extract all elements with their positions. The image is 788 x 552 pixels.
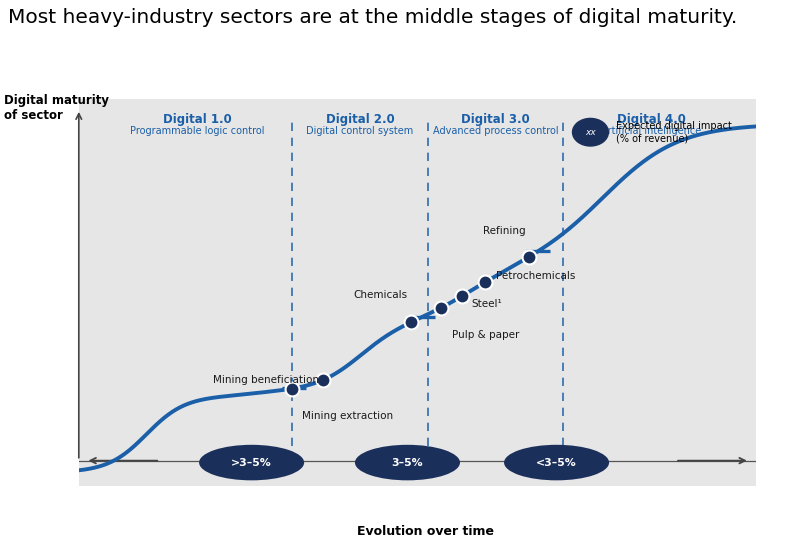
Text: Expected digital impact
(% of revenue): Expected digital impact (% of revenue) bbox=[616, 121, 732, 143]
Ellipse shape bbox=[504, 445, 609, 480]
Ellipse shape bbox=[199, 445, 304, 480]
Text: Digital 2.0: Digital 2.0 bbox=[325, 113, 395, 126]
Text: Advanced process control: Advanced process control bbox=[433, 126, 559, 136]
Ellipse shape bbox=[572, 118, 609, 147]
Text: Mining beneficiation: Mining beneficiation bbox=[214, 375, 319, 385]
Text: Programmable logic control: Programmable logic control bbox=[130, 126, 265, 136]
Text: <3–5%: <3–5% bbox=[536, 458, 577, 468]
Text: xx: xx bbox=[585, 128, 596, 137]
Text: Digital 3.0: Digital 3.0 bbox=[461, 113, 530, 126]
Text: Digital 4.0: Digital 4.0 bbox=[617, 113, 686, 126]
Ellipse shape bbox=[355, 445, 460, 480]
Text: Chemicals: Chemicals bbox=[353, 290, 407, 300]
Text: Pulp & paper: Pulp & paper bbox=[452, 330, 519, 339]
Text: Refining: Refining bbox=[484, 226, 526, 236]
Text: Digital maturity
of sector: Digital maturity of sector bbox=[4, 94, 109, 122]
Text: Mining extraction: Mining extraction bbox=[303, 411, 393, 421]
Text: Digital control system: Digital control system bbox=[307, 126, 414, 136]
Text: Artificial intelligence: Artificial intelligence bbox=[601, 126, 701, 136]
Text: Evolution over time: Evolution over time bbox=[357, 525, 494, 538]
Text: Steel¹: Steel¹ bbox=[472, 299, 503, 309]
Text: Most heavy-industry sectors are at the middle stages of digital maturity.: Most heavy-industry sectors are at the m… bbox=[8, 8, 737, 27]
Text: 3–5%: 3–5% bbox=[392, 458, 423, 468]
Text: Digital 1.0: Digital 1.0 bbox=[163, 113, 232, 126]
Text: Petrochemicals: Petrochemicals bbox=[496, 271, 575, 282]
Text: >3–5%: >3–5% bbox=[231, 458, 272, 468]
